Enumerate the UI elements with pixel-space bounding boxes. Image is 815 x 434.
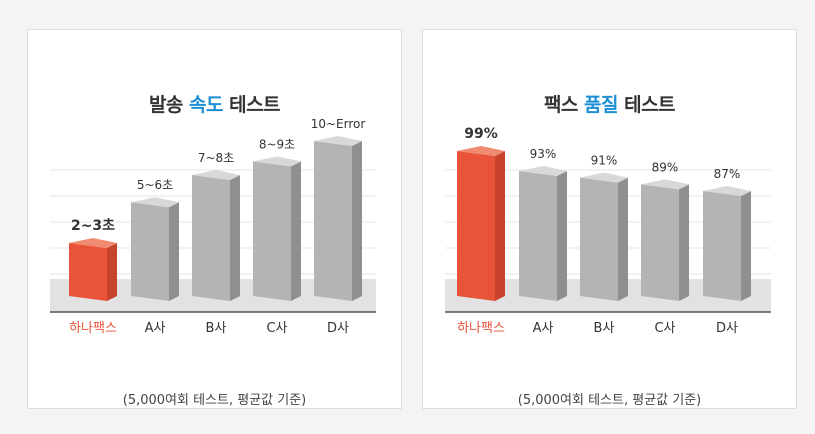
bar-data-label: 99%: [464, 126, 498, 142]
bar-side: [291, 161, 301, 301]
quality-title-post: 테스트: [617, 94, 676, 116]
speed-title-pre: 발송: [148, 94, 190, 116]
bar-data-label: 7~8초: [198, 151, 234, 165]
bar-front: [314, 141, 352, 301]
category-label: D사: [716, 321, 738, 336]
speed-test-title: 발송 속도 테스트: [28, 90, 401, 117]
bar-top: [253, 156, 301, 167]
bar-front: [703, 191, 741, 301]
bar-top: [131, 197, 179, 208]
bar-data-label: 87%: [714, 167, 741, 181]
bar-top: [703, 186, 751, 196]
speed-footnote: (5,000여회 테스트, 평균값 기준): [122, 393, 307, 408]
bar-front: [519, 171, 557, 301]
bar-side: [741, 191, 751, 301]
bar-side: [352, 141, 362, 301]
bar-side: [679, 184, 689, 301]
quality-test-panel: 팩스 품질 테스트 99% 하나팩스 93% A사 91% B사 89% C사 87% D사 (5…: [422, 29, 797, 409]
bar-front: [192, 175, 230, 301]
quality-title-pre: 팩스: [543, 94, 585, 116]
bar-front: [457, 151, 495, 301]
category-label: A사: [533, 321, 554, 336]
speed-title-post: 테스트: [222, 94, 281, 116]
bar-front: [253, 161, 291, 301]
quality-bar-chart: 99% 하나팩스 93% A사 91% B사 89% C사 87% D사: [445, 126, 771, 336]
bar-top: [69, 238, 117, 248]
bar-side: [618, 177, 628, 301]
quality-test-title: 팩스 품질 테스트: [423, 90, 796, 117]
bar-top: [519, 166, 567, 176]
category-label: 하나팩스: [69, 321, 117, 336]
bar-data-label: 2~3초: [71, 218, 115, 234]
category-label: D사: [327, 321, 349, 336]
category-label: C사: [266, 321, 287, 336]
category-label: 하나팩스: [457, 321, 505, 336]
bar-data-label: 10~Error: [311, 117, 366, 131]
category-label: B사: [594, 321, 615, 336]
quality-footnote: (5,000여회 테스트, 평균값 기준): [517, 393, 702, 408]
speed-title-highlight: 속도: [189, 94, 223, 116]
quality-title-highlight: 품질: [584, 94, 618, 116]
bar-top: [641, 179, 689, 190]
bar-front: [131, 202, 169, 301]
category-label: C사: [654, 321, 675, 336]
bar-data-label: 93%: [530, 147, 557, 161]
bar-side: [557, 171, 567, 301]
bar-data-label: 91%: [591, 154, 618, 168]
bar-front: [580, 177, 618, 301]
bar-side: [495, 151, 505, 301]
category-label: A사: [145, 321, 166, 336]
bar-top: [314, 136, 362, 146]
bar-data-label: 89%: [652, 160, 679, 174]
category-label: B사: [206, 321, 227, 336]
bar-top: [580, 172, 628, 183]
bar-front: [69, 243, 107, 301]
bar-side: [169, 202, 179, 301]
bar-top: [192, 170, 240, 180]
bar-side: [230, 175, 240, 301]
bar-top: [457, 146, 505, 156]
bar-data-label: 5~6초: [137, 178, 173, 192]
bar-front: [641, 184, 679, 301]
bar-data-label: 8~9초: [259, 137, 295, 151]
bar-side: [107, 243, 117, 301]
